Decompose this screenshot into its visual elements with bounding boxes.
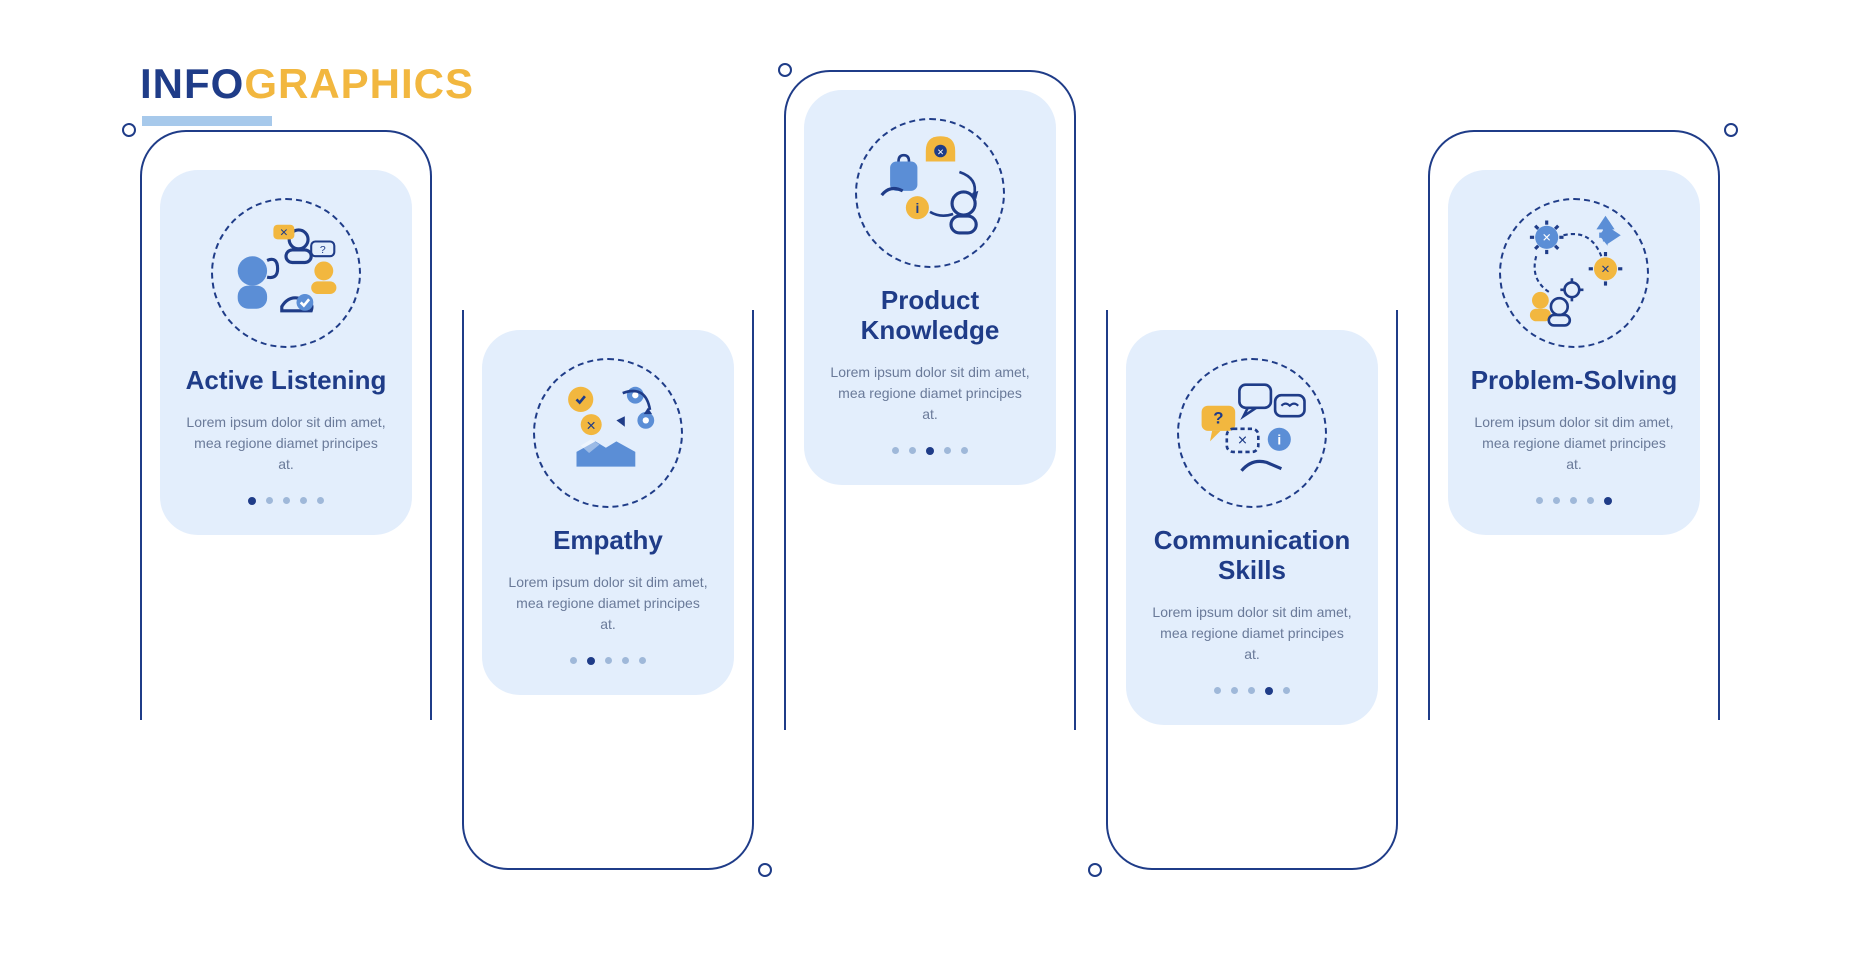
pager-dot [892, 447, 899, 454]
card-panel: ✕ Empathy Lorem ipsum dolor sit dim amet… [482, 330, 734, 695]
svg-text:✕: ✕ [1542, 233, 1552, 245]
pager-dot [639, 657, 646, 664]
product-knowledge-icon: ✕ i [867, 130, 993, 256]
pager-dot [944, 447, 951, 454]
pager-dot [1553, 497, 1560, 504]
card-body: Lorem ipsum dolor sit dim amet, mea regi… [504, 572, 712, 635]
pager [1148, 687, 1356, 695]
pager-dot [266, 497, 273, 504]
problem-solving-icon: ✕ ✕ [1511, 210, 1637, 336]
header-title: INFOGRAPHICS [140, 60, 474, 108]
pager-dot [1248, 687, 1255, 694]
frame-dot [758, 863, 772, 877]
card-icon-wrap: ✕ [533, 358, 683, 508]
frame-dot [1724, 123, 1738, 137]
svg-text:?: ? [1213, 409, 1223, 428]
pager [826, 447, 1034, 455]
svg-text:✕: ✕ [279, 227, 288, 239]
card-icon-wrap: ✕ i [855, 118, 1005, 268]
frame-dot [122, 123, 136, 137]
card-title: Product Knowledge [826, 286, 1034, 346]
card-communication-skills: ? ✕ i Communication Skills Lorem ipsum d… [1106, 130, 1398, 725]
card-panel: ✕ ✕ [1448, 170, 1700, 535]
frame-dot [778, 63, 792, 77]
svg-text:✕: ✕ [1601, 264, 1611, 276]
card-icon-wrap: ✕ ? [211, 198, 361, 348]
card-active-listening: ✕ ? Active Listening Lorem ipsum dolor s… [140, 130, 432, 535]
card-title: Active Listening [182, 366, 390, 396]
card-empathy: ✕ Empathy Lorem ipsum dolor sit dim amet… [462, 130, 754, 695]
card-title: Empathy [504, 526, 712, 556]
card-product-knowledge: ✕ i Product Knowledge Lorem ipsum dolor … [784, 130, 1076, 485]
card-icon-wrap: ✕ ✕ [1499, 198, 1649, 348]
frame-dot [1088, 863, 1102, 877]
pager-dot [909, 447, 916, 454]
pager-dot [587, 657, 595, 665]
card-panel: ? ✕ i Communication Skills Lorem ipsum d… [1126, 330, 1378, 725]
svg-text:✕: ✕ [1237, 434, 1248, 448]
card-icon-wrap: ? ✕ i [1177, 358, 1327, 508]
pager-dot [300, 497, 307, 504]
svg-text:i: i [1277, 433, 1281, 448]
pager-dot [1604, 497, 1612, 505]
pager [1470, 497, 1678, 505]
card-panel: ✕ i Product Knowledge Lorem ipsum dolor … [804, 90, 1056, 485]
cards-row: ✕ ? Active Listening Lorem ipsum dolor s… [140, 130, 1740, 725]
pager-dot [283, 497, 290, 504]
pager [504, 657, 712, 665]
svg-text:✕: ✕ [586, 419, 597, 433]
infographic-header: INFOGRAPHICS [140, 60, 474, 126]
pager-dot [605, 657, 612, 664]
pager-dot [926, 447, 934, 455]
active-listening-icon: ✕ ? [223, 210, 349, 336]
card-body: Lorem ipsum dolor sit dim amet, mea regi… [1470, 412, 1678, 475]
pager-dot [1214, 687, 1221, 694]
pager-dot [1536, 497, 1543, 504]
pager-dot [1283, 687, 1290, 694]
empathy-icon: ✕ [545, 370, 671, 496]
pager-dot [1570, 497, 1577, 504]
svg-text:i: i [916, 201, 920, 216]
card-body: Lorem ipsum dolor sit dim amet, mea regi… [182, 412, 390, 475]
card-body: Lorem ipsum dolor sit dim amet, mea regi… [826, 362, 1034, 425]
header-underline [142, 116, 272, 126]
pager-dot [961, 447, 968, 454]
pager-dot [248, 497, 256, 505]
pager-dot [1231, 687, 1238, 694]
communication-skills-icon: ? ✕ i [1189, 370, 1315, 496]
pager-dot [570, 657, 577, 664]
header-title-part2: GRAPHICS [244, 60, 474, 107]
pager-dot [622, 657, 629, 664]
card-body: Lorem ipsum dolor sit dim amet, mea regi… [1148, 602, 1356, 665]
pager-dot [1587, 497, 1594, 504]
pager [182, 497, 390, 505]
header-title-part1: INFO [140, 60, 244, 107]
card-title: Communication Skills [1148, 526, 1356, 586]
card-problem-solving: ✕ ✕ [1428, 130, 1720, 535]
svg-text:✕: ✕ [937, 147, 944, 157]
svg-text:?: ? [320, 244, 326, 256]
card-panel: ✕ ? Active Listening Lorem ipsum dolor s… [160, 170, 412, 535]
card-title: Problem-Solving [1470, 366, 1678, 396]
pager-dot [317, 497, 324, 504]
pager-dot [1265, 687, 1273, 695]
